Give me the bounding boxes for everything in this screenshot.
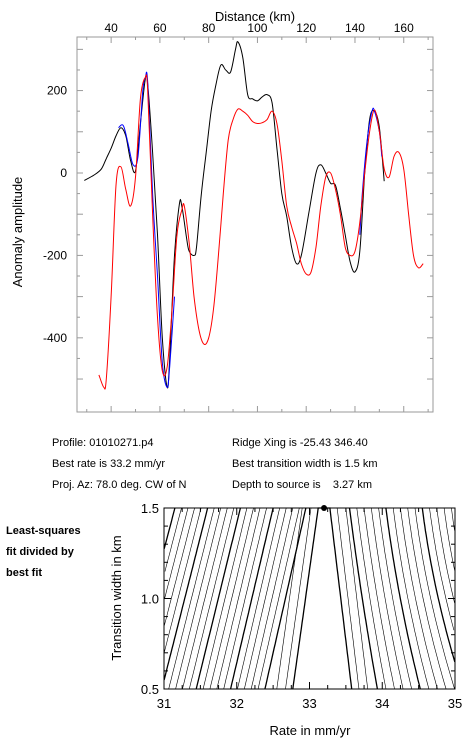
contour-left xyxy=(195,507,242,690)
contour-valley xyxy=(276,507,368,690)
side-label-line-3: best fit xyxy=(6,567,43,579)
anomaly-y-axis-title: Anomaly amplitude xyxy=(10,177,25,288)
y-tick-label: -400 xyxy=(43,331,67,345)
contour-left xyxy=(202,507,248,690)
contour-tick-labels: 31 32 33 34 35 0.5 1.0 1.5 xyxy=(141,501,462,711)
width-tick-label: 1.0 xyxy=(141,592,159,607)
misfit-contour-chart: 31 32 33 34 35 0.5 1.0 1.5 Rate in mm/yr Transi… xyxy=(109,501,462,738)
rate-tick-label: 33 xyxy=(302,696,316,711)
contour-right xyxy=(407,507,447,690)
side-label-line-2: fit divided by xyxy=(6,546,74,558)
anomaly-series-3 xyxy=(98,74,424,390)
anomaly-chart: 40 60 80 100 120 140 160 -400 -200 0 200 Distance … xyxy=(10,9,434,413)
contour-left xyxy=(237,507,280,690)
depth-to-source-text: Depth to source is 3.27 km xyxy=(232,479,373,491)
y-tick-label: 200 xyxy=(47,84,67,98)
rate-tick-label: 31 xyxy=(157,696,171,711)
x-tick-label: 140 xyxy=(345,21,365,35)
contour-ticks xyxy=(163,507,456,690)
best-rate-text: Best rate is 33.2 mm/yr xyxy=(52,458,166,470)
width-tick-label: 0.5 xyxy=(141,682,159,697)
contour-lines xyxy=(163,507,456,690)
ridge-crossing-text: Ridge Xing is -25.43 346.40 xyxy=(232,437,368,449)
rate-tick-label: 34 xyxy=(375,696,389,711)
contour-left xyxy=(229,507,274,690)
contour-left xyxy=(175,507,221,690)
anomaly-ticks xyxy=(77,37,433,412)
rate-tick-label: 35 xyxy=(448,696,462,711)
contour-y-axis-title: Transition width in km xyxy=(109,535,124,660)
side-label-line-1: Least-squares xyxy=(6,525,81,537)
contour-left xyxy=(164,507,195,626)
x-tick-label: 120 xyxy=(296,21,316,35)
contour-left xyxy=(257,507,300,690)
contour-left xyxy=(163,507,209,681)
x-tick-label: 100 xyxy=(247,21,267,35)
contour-right xyxy=(378,507,412,690)
rate-tick-label: 32 xyxy=(230,696,244,711)
contour-left xyxy=(163,507,176,549)
contour-left xyxy=(189,507,235,690)
x-tick-label: 40 xyxy=(104,21,118,35)
anomaly-series-1 xyxy=(118,71,175,388)
contour-right xyxy=(400,507,438,690)
profile-text: Profile: 01010271.p4 xyxy=(52,437,154,449)
contour-right xyxy=(451,507,455,531)
contour-valley xyxy=(292,507,353,690)
contour-left xyxy=(164,507,182,572)
x-tick-label: 60 xyxy=(153,21,167,35)
anomaly-tick-labels: 40 60 80 100 120 140 160 -400 -200 0 200 xyxy=(43,21,414,345)
contour-left xyxy=(250,507,294,690)
contour-right xyxy=(421,507,456,663)
contour-left xyxy=(244,507,287,690)
contour-right xyxy=(392,507,430,690)
contour-right xyxy=(348,507,379,690)
contour-right xyxy=(436,507,455,604)
contour-right xyxy=(385,507,421,690)
contour-right xyxy=(414,507,455,690)
x-tick-label: 160 xyxy=(394,21,414,35)
x-tick-label: 80 xyxy=(202,21,216,35)
contour-right xyxy=(356,507,387,690)
contour-left xyxy=(182,507,228,690)
anomaly-lines xyxy=(84,41,424,390)
contour-right xyxy=(443,507,456,572)
contour-x-axis-title: Rate in mm/yr xyxy=(270,723,352,738)
contour-right xyxy=(429,507,455,631)
contour-left xyxy=(223,507,267,690)
projection-azimuth-text: Proj. Az: 78.0 deg. CW of N xyxy=(52,479,187,491)
contour-left xyxy=(163,507,202,653)
best-fit-marker xyxy=(321,505,328,511)
contour-left xyxy=(168,507,215,690)
contour-left xyxy=(264,507,307,690)
anomaly-x-axis-title: Distance (km) xyxy=(215,9,295,24)
contour-left xyxy=(164,507,189,599)
contour-right xyxy=(363,507,395,690)
contour-right xyxy=(371,507,404,690)
width-tick-label: 1.5 xyxy=(141,501,159,516)
anomaly-series-0 xyxy=(84,41,385,389)
y-tick-label: 0 xyxy=(60,166,67,180)
best-transition-width-text: Best transition width is 1.5 km xyxy=(232,458,378,470)
anomaly-frame xyxy=(76,36,434,413)
y-tick-label: -200 xyxy=(43,248,67,262)
contour-left xyxy=(209,507,254,690)
contour-left xyxy=(216,507,261,690)
